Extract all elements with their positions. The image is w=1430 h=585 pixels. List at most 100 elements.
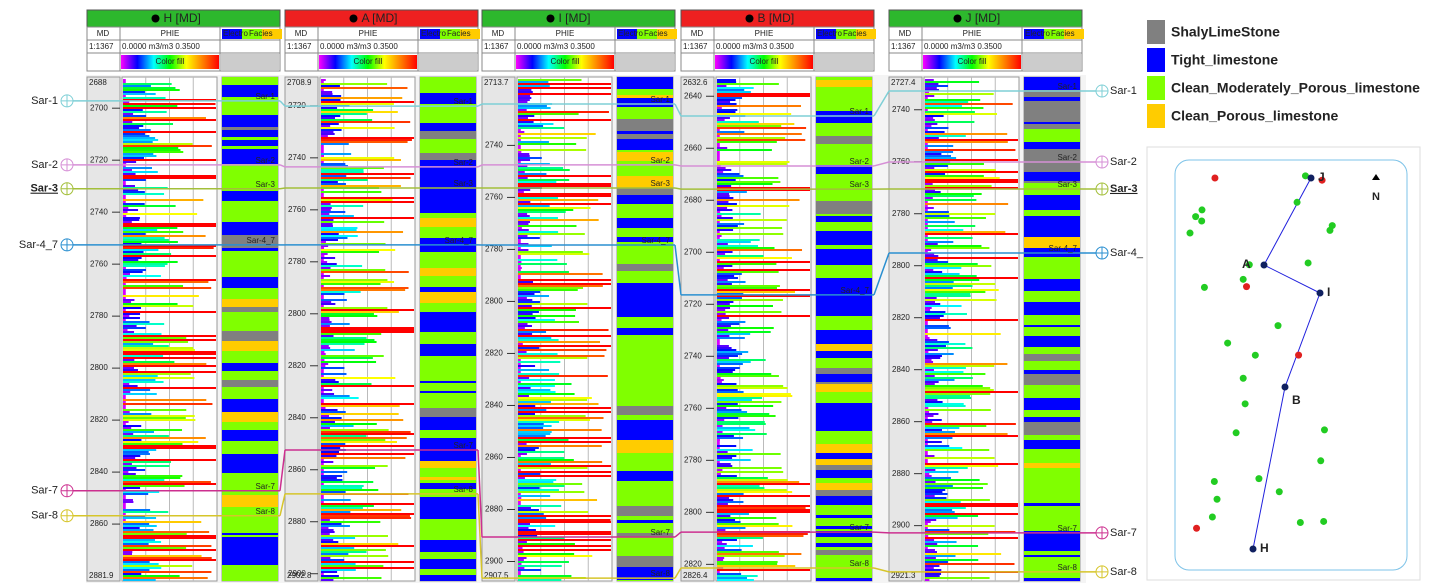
log-fill — [518, 499, 598, 501]
log-fill — [123, 227, 178, 229]
map-well-dot — [1243, 283, 1251, 291]
log-fill — [123, 173, 136, 175]
log-fill — [925, 359, 932, 361]
log-fill — [518, 305, 532, 307]
log-fill — [321, 287, 409, 289]
log-fill — [925, 197, 933, 199]
log-fill — [717, 365, 720, 367]
log-fill — [925, 333, 1001, 335]
facies-band — [1024, 210, 1080, 216]
log-fill — [717, 469, 723, 471]
facies-band — [420, 369, 476, 381]
log-fill — [321, 91, 333, 93]
log-fill — [925, 387, 991, 389]
facies-band — [816, 305, 872, 316]
log-fill — [321, 233, 339, 235]
log-fill — [321, 445, 414, 447]
log-fill — [123, 239, 169, 241]
log-fill — [717, 501, 744, 503]
facies-band — [1024, 275, 1080, 279]
marker-link — [279, 164, 286, 168]
log-fill — [321, 435, 367, 437]
log-fill — [123, 201, 126, 203]
facies-band — [222, 201, 278, 210]
log-fill — [925, 379, 955, 381]
log-fill — [123, 427, 132, 429]
log-fill — [123, 523, 150, 525]
log-fill — [321, 119, 373, 121]
facies-band — [816, 444, 872, 453]
log-fill — [321, 393, 335, 395]
log-fill — [717, 511, 810, 513]
depth-label: 2900 — [485, 557, 503, 566]
log-fill — [321, 565, 384, 567]
log-fill — [123, 145, 212, 147]
electro-label: Electro — [421, 29, 446, 38]
log-fill — [321, 455, 337, 457]
log-fill — [925, 465, 999, 467]
marker-link — [873, 161, 890, 167]
log-fill — [925, 531, 1016, 533]
facies-band — [816, 162, 872, 165]
facies-band — [420, 391, 476, 393]
log-fill — [321, 239, 338, 241]
facies-band — [1024, 101, 1080, 113]
log-fill — [925, 437, 953, 439]
log-fill — [925, 187, 1018, 189]
log-fill — [123, 121, 133, 123]
facies-band — [222, 471, 278, 473]
log-fill — [518, 251, 583, 253]
depth-top: 2713.7 — [484, 78, 509, 87]
log-fill — [123, 327, 146, 329]
facies-band — [816, 156, 872, 162]
facies-band — [222, 549, 278, 554]
log-fill — [518, 117, 528, 119]
facies-band — [420, 276, 476, 278]
log-fill — [123, 463, 132, 465]
log-fill — [518, 125, 544, 127]
facies-band — [420, 268, 476, 276]
facies-band — [222, 130, 278, 137]
log-fill — [518, 517, 547, 519]
log-fill — [717, 493, 744, 495]
facies-band — [816, 496, 872, 502]
log-fill — [321, 485, 364, 487]
log-fill — [518, 79, 582, 81]
log-fill — [518, 571, 521, 573]
marker-track-label: Sar-3 — [255, 180, 275, 189]
log-fill — [321, 197, 414, 199]
log-fill — [518, 163, 550, 165]
log-fill — [321, 93, 333, 95]
log-fill — [518, 257, 521, 259]
facies-band — [420, 438, 476, 449]
facies-band — [617, 249, 673, 254]
log-fill — [123, 249, 159, 251]
log-fill — [717, 509, 810, 511]
log-fill — [925, 237, 973, 239]
log-fill — [717, 281, 746, 283]
log-fill — [925, 485, 953, 487]
log-fill — [717, 273, 742, 275]
facies-swatch — [1044, 29, 1064, 39]
facies-band — [816, 437, 872, 444]
log-fill — [518, 335, 611, 337]
log-fill — [321, 249, 396, 251]
facies-band — [222, 93, 278, 97]
log-fill — [321, 479, 343, 481]
log-fill — [717, 383, 737, 385]
log-fill — [717, 533, 808, 535]
log-fill — [518, 275, 521, 277]
depth-label: 2820 — [288, 361, 306, 370]
log-fill — [925, 449, 990, 451]
log-fill — [123, 225, 216, 227]
log-fill — [925, 277, 1018, 279]
log-fill — [518, 457, 565, 459]
color-fill-bar — [516, 55, 614, 69]
facies-band — [617, 567, 673, 580]
facies-band — [1024, 129, 1080, 135]
log-fill — [123, 179, 146, 181]
log-fill — [123, 425, 142, 427]
log-fill — [717, 331, 771, 333]
depth-label: 2760 — [288, 205, 306, 214]
